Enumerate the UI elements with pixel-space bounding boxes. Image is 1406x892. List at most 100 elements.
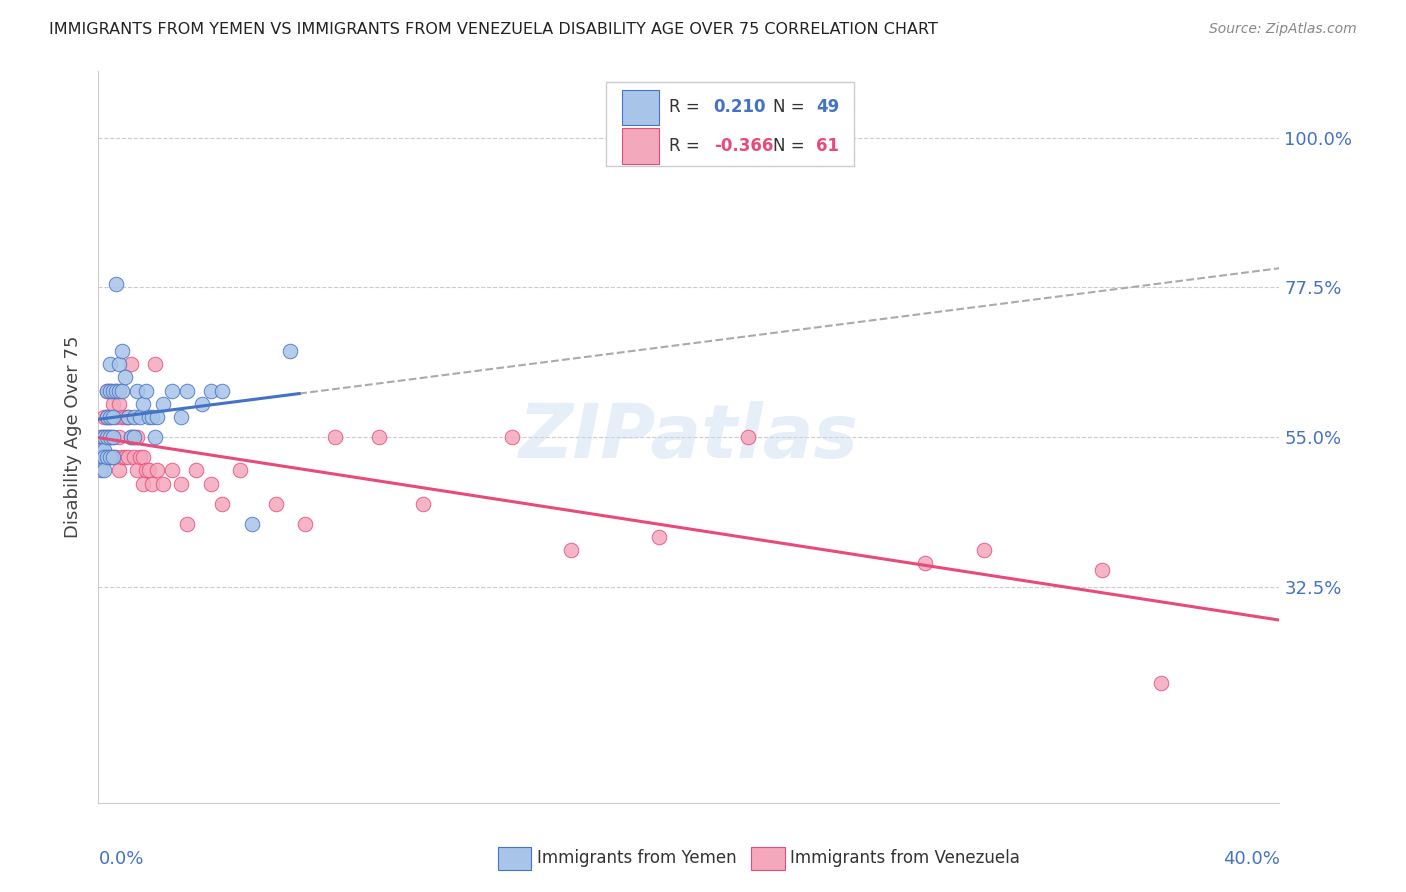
Point [103, 397, 125, 411]
Point [96, 410, 118, 425]
Point [125, 384, 148, 398]
Point [90, 450, 112, 464]
Point [412, 497, 434, 511]
Text: 49: 49 [817, 98, 839, 117]
Point [146, 410, 169, 425]
Text: N =: N = [773, 136, 804, 155]
Point [135, 463, 157, 477]
Point [111, 343, 134, 358]
Text: Immigrants from Yemen: Immigrants from Yemen [537, 849, 737, 867]
Point [108, 384, 131, 398]
Point [141, 476, 163, 491]
Point [973, 543, 995, 558]
Text: -0.366: -0.366 [714, 136, 773, 155]
Text: 61: 61 [817, 136, 839, 155]
Text: R =: R = [669, 98, 700, 117]
Point [93, 463, 115, 477]
Point [114, 370, 136, 384]
Point [117, 410, 139, 425]
Text: N =: N = [773, 98, 804, 117]
Point [170, 410, 193, 425]
Text: ZIPatlas: ZIPatlas [519, 401, 859, 474]
Point [141, 410, 163, 425]
Point [200, 476, 222, 491]
Text: 0.210: 0.210 [714, 98, 766, 117]
Point [120, 430, 142, 444]
Point [146, 463, 169, 477]
Point [138, 410, 160, 425]
Point [103, 384, 125, 398]
Point [98, 410, 121, 425]
Point [105, 277, 128, 292]
Point [162, 384, 183, 398]
FancyBboxPatch shape [621, 89, 659, 126]
Point [90, 443, 112, 458]
Point [170, 476, 193, 491]
Point [1091, 563, 1114, 577]
Point [162, 463, 183, 477]
Text: Immigrants from Venezuela: Immigrants from Venezuela [790, 849, 1019, 867]
Point [108, 463, 131, 477]
Point [93, 430, 115, 444]
FancyBboxPatch shape [621, 128, 659, 164]
Point [128, 450, 150, 464]
Point [105, 384, 128, 398]
Point [117, 450, 139, 464]
Point [176, 384, 198, 398]
Point [184, 463, 207, 477]
Point [96, 430, 118, 444]
Text: IMMIGRANTS FROM YEMEN VS IMMIGRANTS FROM VENEZUELA DISABILITY AGE OVER 75 CORREL: IMMIGRANTS FROM YEMEN VS IMMIGRANTS FROM… [49, 22, 938, 37]
Point [111, 410, 134, 425]
Point [125, 430, 148, 444]
Point [111, 450, 134, 464]
Point [152, 397, 174, 411]
Point [143, 430, 166, 444]
Point [211, 384, 233, 398]
Point [211, 497, 233, 511]
Point [98, 357, 121, 371]
Point [98, 430, 121, 444]
Point [105, 384, 128, 398]
Point [108, 357, 131, 371]
Point [135, 384, 157, 398]
Point [108, 397, 131, 411]
Point [93, 430, 115, 444]
Y-axis label: Disability Age Over 75: Disability Age Over 75 [65, 335, 83, 539]
Point [96, 384, 118, 398]
Point [103, 450, 125, 464]
Point [648, 530, 671, 544]
Point [98, 450, 121, 464]
Point [98, 384, 121, 398]
Point [191, 397, 214, 411]
Point [98, 410, 121, 425]
Point [176, 516, 198, 531]
Point [105, 410, 128, 425]
Point [280, 343, 302, 358]
Point [93, 443, 115, 458]
Point [90, 430, 112, 444]
Point [122, 430, 145, 444]
Point [368, 430, 391, 444]
Point [98, 430, 121, 444]
Point [264, 497, 287, 511]
Point [96, 430, 118, 444]
Point [98, 384, 121, 398]
Point [560, 543, 582, 558]
Point [152, 476, 174, 491]
Point [132, 397, 155, 411]
Point [138, 463, 160, 477]
Point [90, 450, 112, 464]
Point [98, 450, 121, 464]
FancyBboxPatch shape [606, 82, 855, 167]
Point [737, 430, 759, 444]
Point [1150, 676, 1173, 690]
Point [122, 410, 145, 425]
Point [93, 410, 115, 425]
Point [103, 430, 125, 444]
Point [914, 557, 936, 571]
Point [105, 450, 128, 464]
Point [143, 357, 166, 371]
Point [96, 384, 118, 398]
Text: 40.0%: 40.0% [1223, 850, 1279, 868]
Point [90, 430, 112, 444]
